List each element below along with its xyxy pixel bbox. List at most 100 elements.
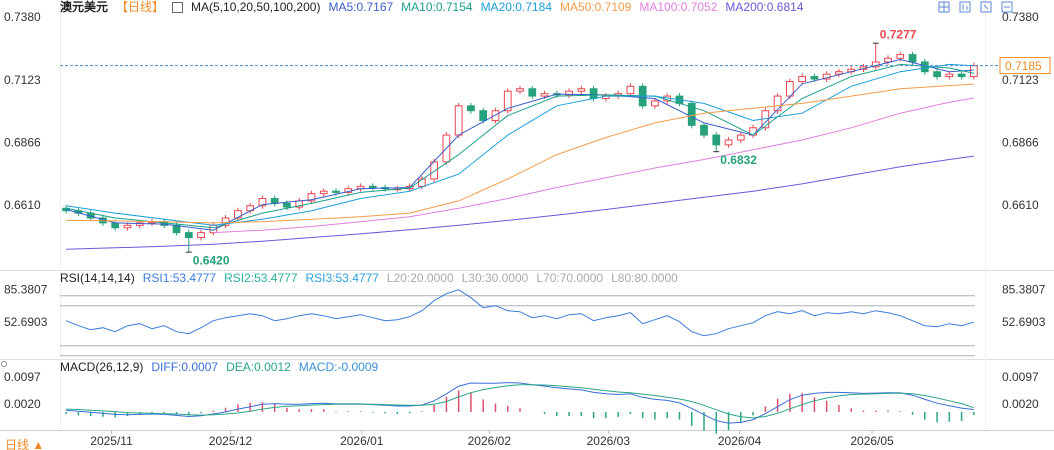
rsi-line xyxy=(65,289,975,337)
candle-body xyxy=(184,232,193,239)
candle-body xyxy=(651,100,659,107)
y-tick-label: 0.6866 xyxy=(4,136,41,150)
candle-body xyxy=(233,210,242,219)
x-tick-label: 2026/05 xyxy=(850,434,894,448)
icon-glyph xyxy=(983,4,989,10)
candle-body xyxy=(503,90,512,112)
rsi-header: RSI(14,14,14) RSI1:53.4777 RSI2:53.4777 RSI… xyxy=(60,271,678,286)
macd-header: MACD(26,12,9) DIFF:0.0007 DEA:0.0012 MACD:-… xyxy=(60,360,378,375)
x-tick-label: 2026/04 xyxy=(718,434,762,448)
macd-line xyxy=(66,382,974,424)
candle-body xyxy=(479,110,488,121)
last-price-box xyxy=(999,57,1051,75)
period-label: 【日线】 xyxy=(116,0,165,14)
y-tick-label: 0.0020 xyxy=(1002,397,1039,411)
macd-line xyxy=(66,384,975,419)
candle-body xyxy=(908,54,917,63)
candle-body xyxy=(467,105,475,112)
x-tick-label: 2026/02 xyxy=(468,434,512,448)
candle-body xyxy=(577,88,586,92)
rsi-legend: RSI2:53.4777 xyxy=(224,271,298,285)
y-tick-label: 0.0020 xyxy=(4,397,41,411)
candle-body xyxy=(724,139,733,146)
extreme-label: 0.6420 xyxy=(193,253,230,267)
extreme-label: 0.7277 xyxy=(880,27,917,41)
y-tick-label: 0.7123 xyxy=(1002,73,1039,87)
y-tick-label: 52.6903 xyxy=(1002,315,1046,329)
price-header: 澳元美元 【日线】 MA(5,10,20,50,100,200) MA5:0.7167… xyxy=(60,0,803,15)
candle-body xyxy=(454,105,463,136)
candle-body xyxy=(969,65,978,78)
candle-body xyxy=(933,71,941,78)
y-tick-label: 85.3807 xyxy=(4,282,48,296)
candle-body xyxy=(172,224,181,234)
candle-body xyxy=(810,76,819,80)
candle-body xyxy=(368,185,377,189)
candle-body xyxy=(332,190,340,193)
collapse-icon[interactable] xyxy=(1,361,7,367)
icon-button[interactable] xyxy=(959,1,971,13)
ma-line xyxy=(66,155,974,250)
candle-body xyxy=(491,110,500,121)
candle-body xyxy=(626,85,635,95)
candle-body xyxy=(258,198,267,207)
ma-line xyxy=(213,97,974,234)
candle-body xyxy=(884,57,892,63)
extreme-label: 0.6832 xyxy=(720,153,757,167)
toolbar-icons xyxy=(938,1,1013,13)
candle-body xyxy=(896,54,905,59)
y-tick-label: 0.6610 xyxy=(4,198,41,212)
candle-body xyxy=(123,224,132,229)
candle-body xyxy=(945,73,954,78)
candle-body xyxy=(687,102,696,126)
x-tick-label: 2026/03 xyxy=(587,434,631,448)
indicator-title: MACD(26,12,9) xyxy=(60,360,144,374)
candle-body xyxy=(283,202,291,208)
candle-body xyxy=(700,124,708,136)
indicator-label: MA(5,10,20,50,100,200) xyxy=(191,0,321,14)
candle-body xyxy=(307,193,316,202)
period-button[interactable]: 日线 ▲ xyxy=(5,438,45,450)
rsi-legend: RSI3:53.4777 xyxy=(305,271,379,285)
indicator-icon[interactable] xyxy=(172,2,184,13)
y-tick-label: 0.7380 xyxy=(4,10,41,24)
y-tick-label: 85.3807 xyxy=(1002,282,1046,296)
ma-legend: MA5:0.7167 xyxy=(328,0,394,14)
icon-button[interactable] xyxy=(1001,1,1013,13)
candle-body xyxy=(516,88,524,92)
candle-body xyxy=(736,134,745,141)
candle-body xyxy=(589,88,598,100)
candle-body xyxy=(773,95,782,112)
ma-line xyxy=(66,63,974,226)
candle-body xyxy=(417,178,426,187)
ma-legend: MA100:0.7052 xyxy=(639,0,718,14)
symbol-title: 澳元美元 xyxy=(60,0,109,14)
rsi-legend: RSI1:53.4777 xyxy=(142,271,217,285)
candle-body xyxy=(528,88,537,97)
y-tick-label: 52.6903 xyxy=(4,315,48,329)
x-tick-label: 2026/01 xyxy=(340,434,384,448)
ma-line xyxy=(65,58,974,231)
candle-body xyxy=(197,232,205,239)
candle-body xyxy=(319,190,328,195)
candle-body xyxy=(835,71,843,75)
ma-line xyxy=(66,63,975,229)
candle-body xyxy=(798,76,807,82)
ma-legend: MA200:0.6814 xyxy=(725,0,804,14)
x-tick-label: 2025/12 xyxy=(209,434,253,448)
candle-body xyxy=(111,222,120,229)
level-legend: L80:80.0000 xyxy=(611,271,678,285)
candle-body xyxy=(712,134,721,146)
macd-legend: MACD:-0.0009 xyxy=(298,360,379,374)
macd-legend: DIFF:0.0007 xyxy=(151,360,219,374)
icon-button[interactable] xyxy=(980,1,992,13)
ma-legend: MA10:0.7154 xyxy=(401,0,473,14)
candle-body xyxy=(565,90,573,96)
ma-line xyxy=(66,83,974,224)
ma-legend: MA20:0.7184 xyxy=(480,0,552,14)
y-tick-label: 0.6866 xyxy=(1002,136,1039,150)
last-price-label: 0.7185 xyxy=(1005,59,1042,73)
x-tick-label: 2025/11 xyxy=(90,434,133,448)
